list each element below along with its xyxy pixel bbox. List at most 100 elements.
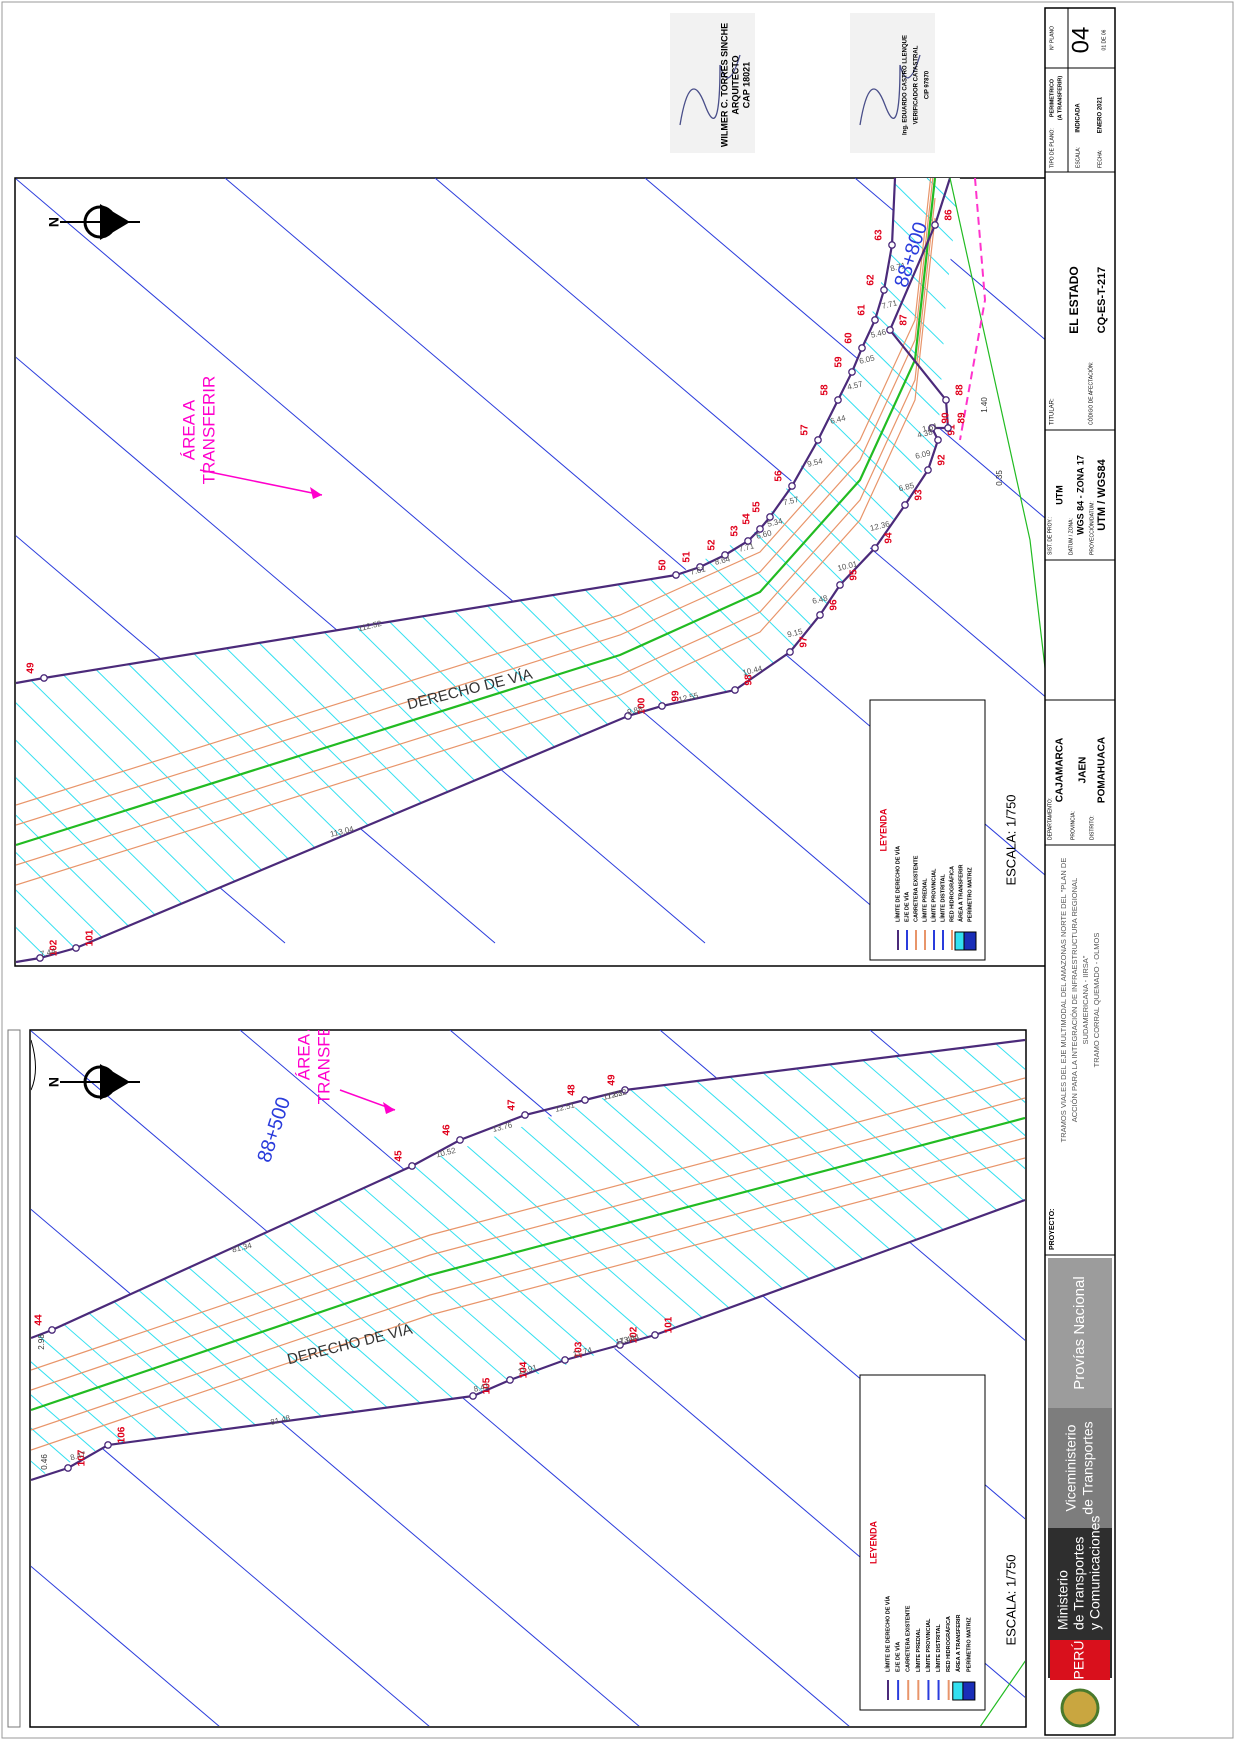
distance-label: 4.38 (916, 427, 934, 440)
field-value: JAEN (1078, 757, 1089, 784)
area-arrow (199, 469, 323, 496)
signature-text: WILMER C. TORRES SINCHE (719, 23, 729, 147)
distance-label: 7.44 (39, 946, 57, 959)
limit-line (31, 1565, 220, 1726)
vertex-label: 90 (941, 412, 952, 424)
limit-line (434, 178, 1084, 731)
vertex-label: 56 (774, 470, 785, 482)
hatch-line (16, 178, 398, 964)
hatch-line (31, 1040, 451, 1480)
legend-item: LÍMITE DISTRITAL (938, 873, 946, 922)
road-edge (31, 1097, 1025, 1391)
legend-item: RED HIDROGRÁFICA (948, 866, 955, 922)
vertex-label: 44 (34, 1314, 45, 1326)
vertex (521, 1111, 529, 1119)
distance-label: 5.46 (870, 327, 888, 340)
field-label: DATUM / ZONA: (1068, 518, 1074, 555)
project-text: TRAMO CORRAL QUEMADO - OLMOS (1092, 933, 1101, 1068)
road-edge (16, 197, 936, 866)
vertex (928, 424, 936, 432)
vertex-label: 102 (49, 939, 60, 956)
legend-item: PERÍMETRO MATRIZ (964, 1617, 972, 1672)
vertex (886, 326, 894, 334)
vertex (834, 396, 842, 404)
signature-stamp (670, 13, 755, 153)
vertex-label: 103 (574, 1341, 585, 1358)
right-of-way (31, 1038, 1025, 1340)
hatch-line (16, 178, 170, 964)
vertex-label: 107 (77, 1449, 88, 1466)
vertex (766, 513, 774, 521)
area-label: TRANSFERIR (314, 996, 333, 1105)
vertex-label: 52 (707, 539, 718, 551)
vertex-label: 46 (442, 1124, 453, 1136)
vertex (888, 241, 896, 249)
signature-stamp (850, 13, 935, 153)
scale-label: ESCALA: 1/750 (1003, 794, 1018, 885)
distance-label: 9.15 (786, 627, 804, 640)
hatch-line (751, 1040, 1025, 1480)
distance-label: 8.41 (473, 1381, 491, 1394)
vertex (944, 424, 952, 432)
distance-label: 9.88 (626, 704, 644, 717)
field-value: WGS 84 - ZONA 17 (1075, 455, 1085, 535)
area-label: ÁREA A (179, 399, 198, 460)
field-value: CAJAMARCA (1055, 738, 1066, 802)
signature-scribble (859, 54, 921, 126)
distance-label: 7.71 (738, 541, 756, 554)
distance-label: 1.61 (921, 421, 939, 434)
limit-line (31, 1030, 850, 1726)
vertex-label: 89 (957, 412, 968, 424)
vertex (456, 1136, 464, 1144)
vertex-label: 97 (799, 636, 810, 648)
field-label: DEPARTAMENTO: (1047, 798, 1053, 840)
vertex (816, 611, 824, 619)
curve-line (31, 1039, 36, 1091)
road-edge (16, 178, 934, 826)
field-label: TITULAR: (1050, 398, 1056, 425)
legend-swatch (962, 1681, 976, 1701)
vertex (836, 581, 844, 589)
vertex-label: 49 (26, 662, 37, 674)
field-label: PROYECTO: (1049, 1209, 1056, 1251)
north-label: N (46, 1077, 62, 1087)
field-label: PROYECCIÓN/DATUM: (1088, 501, 1095, 555)
field-value: ENERO 2021 (1098, 96, 1104, 133)
vertex (942, 396, 950, 404)
vertex (924, 466, 932, 474)
legend-box (859, 1374, 986, 1711)
vertex-label: 55 (752, 501, 763, 513)
legend-item: EJE DE VÍA (902, 892, 910, 922)
field-label: ESCALA: (1075, 147, 1081, 168)
vertex (880, 286, 888, 294)
distance-label: 8.47 (69, 1450, 87, 1463)
hatch-line (31, 1040, 603, 1480)
hatch-line (31, 1040, 641, 1480)
vertex (901, 501, 909, 509)
vertex-label: 96 (829, 599, 840, 611)
distance-label: 2.98 (37, 1334, 46, 1350)
vertex (581, 1096, 589, 1104)
existing-road (979, 1660, 1025, 1726)
distance-label: 5.34 (766, 516, 784, 529)
vertex (848, 368, 856, 376)
distance-label: 8.71 (889, 261, 907, 274)
country-name: PERÚ (1071, 1641, 1087, 1680)
distance-label: 8.64 (714, 554, 732, 567)
ministry-name: y Comunicaciones (1087, 1516, 1103, 1630)
legend-item: LÍMITE PROVINCIAL (924, 1618, 932, 1672)
distance-label: 7.62 (606, 1088, 624, 1101)
distance-label: 9.54 (806, 456, 824, 469)
logo-peru (1050, 1640, 1110, 1680)
vertex (756, 525, 764, 533)
distance-label: 6.09 (914, 448, 932, 461)
legend-item: LÍMITE DE DERECHO DE VÍA (883, 1596, 891, 1672)
distance-label: 7.57 (782, 495, 800, 508)
vertex (672, 571, 680, 579)
vertex-label: 53 (730, 525, 741, 537)
vertex-label: 87 (899, 314, 910, 326)
legend-title: LEYENDA (878, 808, 888, 852)
vertex-label: 105 (482, 1377, 493, 1394)
vertex (858, 344, 866, 352)
field-value: UTM (1054, 485, 1064, 505)
